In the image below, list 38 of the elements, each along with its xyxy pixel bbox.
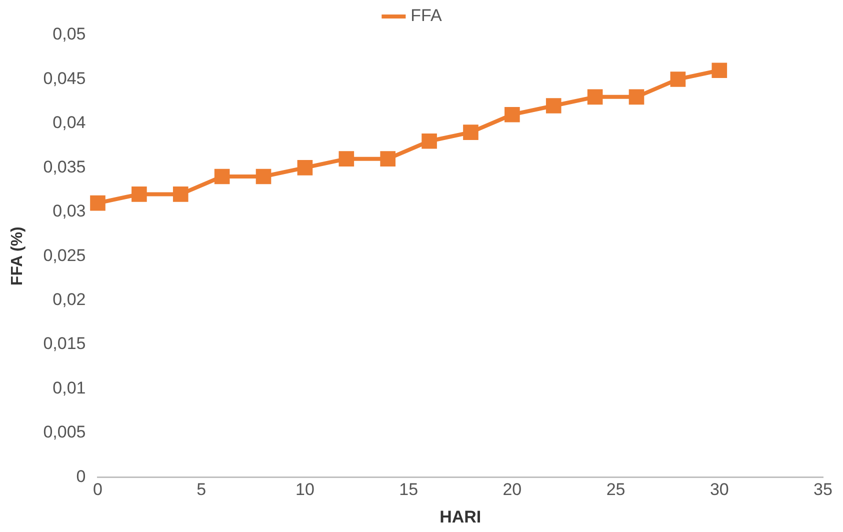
y-tick-label: 0,04 [52,113,86,132]
x-tick-label: 20 [502,480,522,500]
point [587,89,603,105]
legend-label: FFA [410,6,442,26]
y-tick-label: 0,035 [43,157,86,176]
x-axis-title: HARI [440,507,482,526]
point [132,186,147,202]
point [90,195,106,211]
y-tick-label: 0,015 [43,334,86,354]
point [463,124,478,140]
y-tick-label: 0,02 [52,290,86,310]
x-tick-label: 35 [814,480,832,500]
point [380,151,396,166]
point [338,151,354,166]
y-tick-label: 0,05 [52,24,86,44]
x-tick-label: 30 [710,480,729,500]
y-tick-label: 0 [76,466,86,486]
point [256,168,272,184]
point [422,133,437,149]
x-tick-label: 5 [196,480,206,500]
point [504,106,520,122]
y-tick-label: 0,005 [43,422,86,442]
x-tick-label: 10 [295,480,314,500]
point [670,72,686,87]
point [214,168,230,184]
point [172,186,188,202]
y-tick-label: 0,025 [43,246,86,265]
y-tick-label: 0,01 [52,378,86,398]
point [297,160,313,176]
point [712,62,728,78]
x-tick-label: 0 [93,480,102,500]
y-axis-title: FFA (%) [9,226,26,286]
y-tick-label: 0,03 [52,202,86,221]
point [628,89,644,105]
x-tick-label: 25 [606,480,626,500]
x-tick-label: 15 [399,480,418,500]
y-tick-label: 0,045 [43,68,86,88]
point [546,98,562,114]
